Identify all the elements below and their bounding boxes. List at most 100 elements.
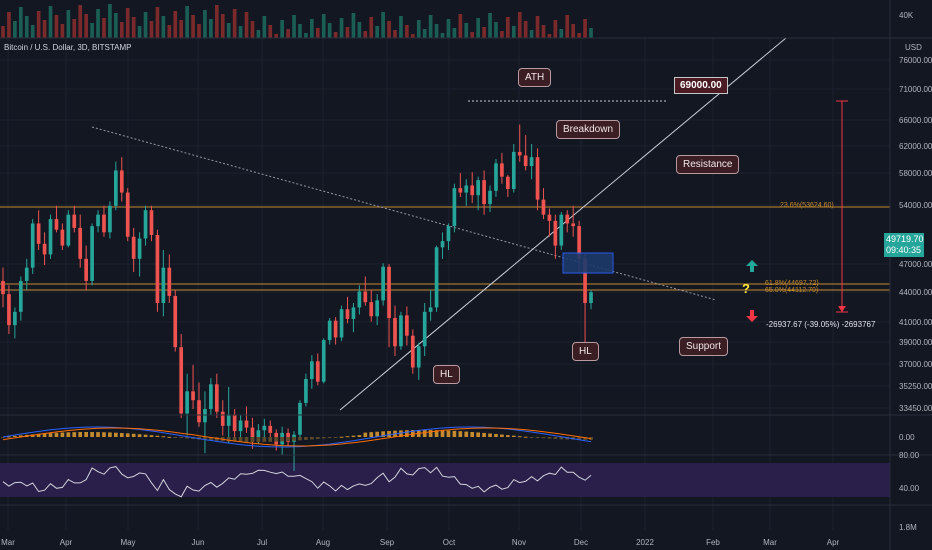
candle-body — [363, 291, 368, 303]
candle-body — [226, 414, 231, 426]
candle-body — [500, 163, 504, 177]
macd-histogram-bar — [381, 431, 385, 437]
macd-histogram-bar — [1, 437, 5, 438]
volume-bar — [541, 25, 546, 38]
volume-bar — [179, 20, 184, 38]
candle-body — [238, 420, 243, 432]
volume-bar — [321, 14, 326, 38]
macd-histogram-bar — [7, 436, 11, 438]
volume-bar — [119, 22, 124, 38]
volume-bar — [209, 19, 213, 38]
volume-bar — [506, 17, 510, 38]
resistance-callout[interactable]: Resistance — [676, 155, 740, 174]
volume-bar — [333, 32, 338, 38]
volume-bar — [48, 6, 53, 38]
rsi-pane — [2, 466, 592, 498]
higher-low-callout-left[interactable]: HL — [433, 365, 460, 384]
volume-bar — [155, 7, 160, 38]
macd-histogram-bar — [155, 435, 160, 437]
volume-bar — [42, 20, 47, 38]
price-axis-label: 41000.00 — [899, 318, 932, 327]
volume-bar — [416, 20, 421, 38]
volume-bar — [66, 10, 71, 38]
macd-histogram-bar — [131, 433, 136, 437]
support-callout[interactable]: Support — [679, 337, 729, 356]
bar-countdown: 09:40:35 — [886, 245, 922, 255]
macd-histogram-bar — [119, 433, 124, 437]
candle-body — [351, 307, 356, 319]
time-axis-label: Feb — [706, 538, 720, 547]
macd-histogram-bar — [363, 432, 368, 437]
macd-histogram-bar — [488, 433, 492, 437]
macd-histogram-bar — [96, 432, 100, 437]
volume-bar — [339, 18, 344, 38]
higher-low-callout-right[interactable]: HL — [572, 342, 599, 361]
volume-bar — [440, 33, 445, 38]
time-axis-label: Dec — [574, 538, 588, 547]
macd-histogram-bar — [405, 430, 409, 437]
macd-histogram-bar — [399, 430, 403, 437]
volume-bar — [226, 23, 231, 38]
price-axis-label: 39000.00 — [899, 338, 932, 347]
volume-bar — [363, 31, 368, 38]
candle-body — [78, 227, 83, 259]
candle-body — [369, 302, 374, 317]
rsi-band — [0, 463, 890, 497]
macd-histogram-bar — [179, 437, 184, 438]
volume-bar — [78, 5, 83, 38]
macd-histogram-bar — [351, 435, 356, 437]
volume-bar — [36, 11, 41, 38]
macd-histogram-bar — [72, 432, 77, 437]
volume-bar — [60, 24, 65, 38]
candle-body — [102, 214, 106, 233]
volume-bar — [125, 8, 130, 38]
volume-bar — [173, 11, 178, 38]
volume-bar — [571, 24, 576, 38]
candle-body — [494, 163, 498, 191]
time-axis-label: Sep — [380, 538, 395, 547]
candle-body — [161, 267, 166, 304]
macd-histogram-bar — [280, 437, 284, 442]
volume-bar — [393, 30, 397, 38]
fib-618-label: 61.8%(44697.72) — [765, 280, 819, 287]
volume-bar — [191, 15, 195, 38]
volume-bar — [345, 27, 350, 38]
time-axis-label: 2022 — [636, 538, 654, 547]
volume-bar — [161, 16, 166, 38]
candle-body — [18, 280, 23, 312]
volume-bar — [565, 15, 570, 38]
volume-bar — [30, 25, 35, 38]
candle-body — [416, 346, 421, 368]
volume-bar — [292, 15, 296, 38]
volume-bar — [517, 12, 522, 38]
volume-bar — [494, 22, 498, 38]
ath-callout[interactable]: ATH — [518, 68, 552, 87]
volume-bar — [304, 33, 308, 38]
candle-body — [131, 236, 136, 259]
volume-bar — [351, 13, 356, 38]
candle-body — [458, 188, 463, 193]
macd-histogram-bar — [547, 437, 552, 439]
volume-bar — [428, 15, 433, 38]
volume-bar — [470, 32, 475, 38]
price-axis-label: 33450.00 — [899, 404, 932, 413]
volume-bar — [482, 27, 486, 38]
candle-body — [90, 226, 94, 281]
macd-histogram-bar — [161, 436, 166, 438]
volume-bar — [535, 16, 540, 38]
volume-bar — [102, 18, 106, 38]
volume-bar — [369, 17, 374, 38]
candle-body — [66, 214, 71, 246]
fib-65-label: 65.0%(44112.70) — [765, 287, 819, 294]
rsi-line — [2, 466, 592, 498]
volume-bar — [262, 16, 267, 38]
candle-body — [327, 320, 332, 341]
candle-body — [428, 307, 433, 312]
macd-histogram-bar — [167, 436, 172, 438]
candle-body — [321, 340, 326, 382]
breakdown-callout[interactable]: Breakdown — [556, 120, 621, 139]
volume-bar — [7, 12, 11, 38]
volume-bar — [405, 25, 409, 38]
signal-line — [2, 427, 592, 447]
